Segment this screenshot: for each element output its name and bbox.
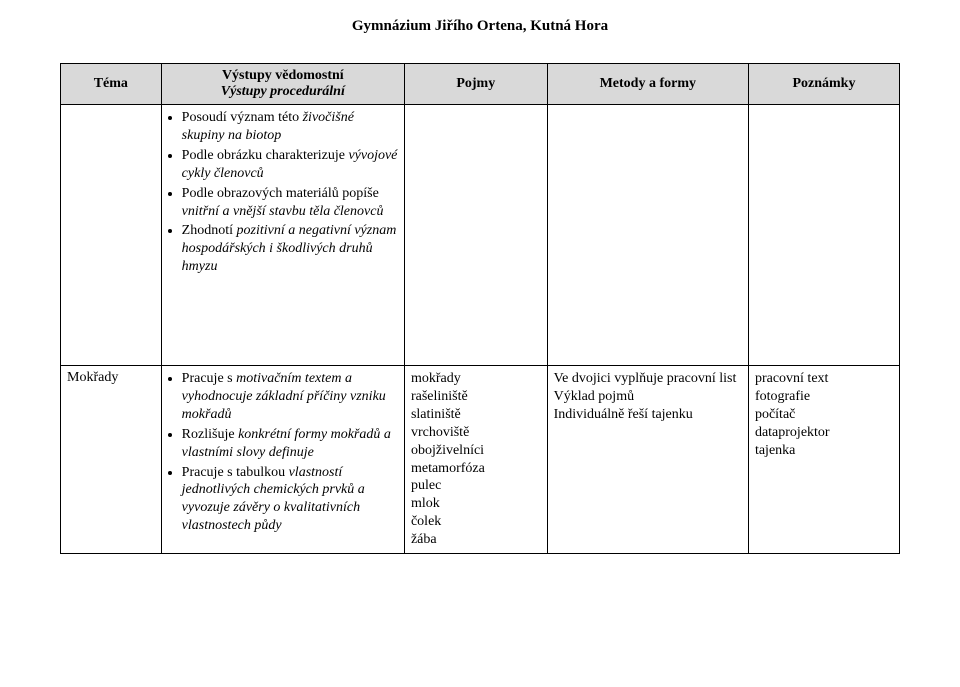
pojem: pulec [411, 477, 541, 495]
cell-vystupy: Pracuje s motivačním textem a vyhodnocuj… [161, 366, 404, 554]
metoda: Výklad pojmů [554, 388, 742, 406]
cell-metody [547, 105, 748, 366]
poznamka: tajenka [755, 442, 893, 460]
cell-tema [61, 105, 162, 366]
cell-poznamky [748, 105, 899, 366]
list-item: Pracuje s motivačním textem a vyhodnocuj… [182, 370, 398, 424]
poznamka: dataprojektor [755, 424, 893, 442]
list-item: Posoudí význam této živočišné skupiny na… [182, 109, 398, 145]
cell-pojmy: mokřady rašeliniště slatiniště vrchovišt… [404, 366, 547, 554]
list-item: Rozlišuje konkrétní formy mokřadů a vlas… [182, 426, 398, 462]
list-item: Pracuje s tabulkou vlastností jednotlivý… [182, 464, 398, 536]
col-header-vystupy: Výstupy vědomostní Výstupy procedurální [161, 64, 404, 105]
col-header-pojmy: Pojmy [404, 64, 547, 105]
table-row: Mokřady Pracuje s motivačním textem a vy… [61, 366, 900, 554]
pojem: rašeliniště [411, 388, 541, 406]
pojem: obojživelníci [411, 442, 541, 460]
poznamka: fotografie [755, 388, 893, 406]
poznamka: pracovní text [755, 370, 893, 388]
pojem: žába [411, 531, 541, 549]
cell-pojmy [404, 105, 547, 366]
col-header-metody: Metody a formy [547, 64, 748, 105]
table-row: Posoudí význam této živočišné skupiny na… [61, 105, 900, 366]
vystupy-list: Pracuje s motivačním textem a vyhodnocuj… [168, 370, 398, 535]
list-item: Podle obrázku charakterizuje vývojové cy… [182, 147, 398, 183]
pojem: mokřady [411, 370, 541, 388]
poznamka: počítač [755, 406, 893, 424]
list-item: Podle obrazových materiálů popíše vnitřn… [182, 185, 398, 221]
cell-tema: Mokřady [61, 366, 162, 554]
pojem: čolek [411, 513, 541, 531]
page-header: Gymnázium Jiřího Ortena, Kutná Hora [60, 18, 900, 35]
vystupy-list: Posoudí význam této živočišné skupiny na… [168, 109, 398, 276]
curriculum-table: Téma Výstupy vědomostní Výstupy procedur… [60, 63, 900, 554]
pojem: slatiniště [411, 406, 541, 424]
cell-poznamky: pracovní text fotografie počítač datapro… [748, 366, 899, 554]
table-header-row: Téma Výstupy vědomostní Výstupy procedur… [61, 64, 900, 105]
pojem: vrchoviště [411, 424, 541, 442]
list-item: Zhodnotí pozitivní a negativní význam ho… [182, 222, 398, 276]
cell-metody: Ve dvojici vyplňuje pracovní list Výklad… [547, 366, 748, 554]
col-header-tema: Téma [61, 64, 162, 105]
pojem: mlok [411, 495, 541, 513]
metoda: Ve dvojici vyplňuje pracovní list [554, 370, 742, 388]
col-header-poznamky: Poznámky [748, 64, 899, 105]
vystupy-line2: Výstupy procedurální [168, 84, 398, 100]
pojem: metamorfóza [411, 460, 541, 478]
metoda: Individuálně řeší tajenku [554, 406, 742, 424]
vystupy-line1: Výstupy vědomostní [222, 68, 344, 83]
cell-vystupy: Posoudí význam této živočišné skupiny na… [161, 105, 404, 366]
